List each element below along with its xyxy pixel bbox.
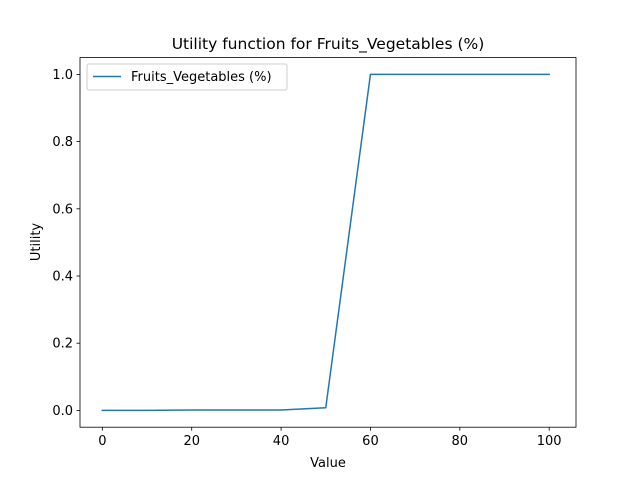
y-tick-label: 0.4	[52, 270, 73, 285]
x-tick-label: 40	[273, 434, 290, 449]
y-tick-label: 0.2	[52, 337, 73, 352]
chart-title: Utility function for Fruits_Vegetables (…	[172, 35, 485, 54]
legend-label: Fruits_Vegetables (%)	[131, 70, 272, 85]
y-tick-label: 0.0	[52, 404, 73, 419]
y-tick-label: 1.0	[52, 68, 73, 83]
x-axis-ticks: 0 20 40 60 80 100	[98, 427, 562, 449]
x-tick-label: 20	[183, 434, 200, 449]
y-axis-ticks: 0.0 0.2 0.4 0.6 0.8 1.0	[52, 68, 80, 419]
x-axis-label: Value	[310, 456, 346, 471]
y-tick-label: 0.8	[52, 135, 73, 150]
plot-marks	[101, 73, 550, 412]
series-line	[101, 73, 550, 412]
plot-frame	[79, 57, 577, 428]
x-tick-label: 0	[98, 434, 106, 449]
x-tick-label: 80	[452, 434, 469, 449]
x-tick-label: 100	[537, 434, 562, 449]
y-axis-label: Utility	[29, 223, 44, 262]
legend: Fruits_Vegetables (%)	[86, 63, 288, 91]
legend-box	[86, 63, 288, 91]
y-tick-label: 0.6	[52, 202, 73, 217]
x-tick-label: 60	[362, 434, 379, 449]
